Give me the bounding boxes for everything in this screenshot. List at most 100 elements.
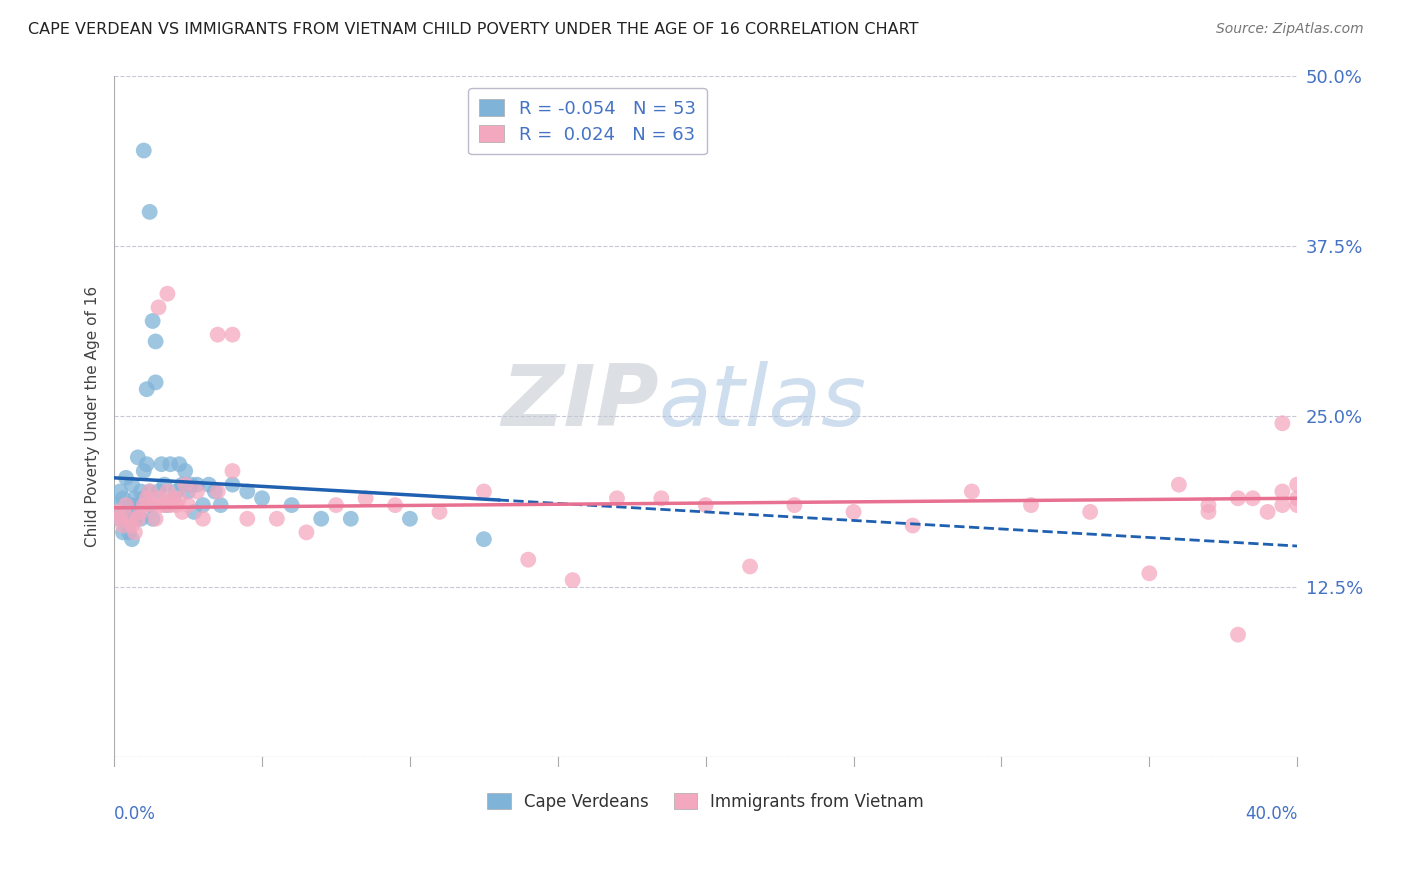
Point [153,498,176,512]
Point [236,512,259,526]
Point [118,525,141,540]
Point [295,525,318,540]
Point [1286,477,1309,491]
Point [129,512,152,526]
Point [112,525,135,540]
Point [105,498,128,512]
Point [142,314,165,328]
Point [517,552,540,566]
Text: 40.0%: 40.0% [1244,805,1298,823]
Y-axis label: Child Poverty Under the Age of 16: Child Poverty Under the Age of 16 [86,286,100,547]
Point [145,512,167,526]
Point [186,484,208,499]
Point [309,512,332,526]
Point [472,484,495,499]
Point [156,286,179,301]
Point [150,457,173,471]
Point [167,457,190,471]
Point [429,505,451,519]
Point [207,484,229,499]
Point [132,144,155,158]
Point [783,498,806,512]
Text: Source: ZipAtlas.com: Source: ZipAtlas.com [1216,22,1364,37]
Point [115,471,138,485]
Point [606,491,628,506]
Point [1197,505,1219,519]
Text: ZIP: ZIP [501,361,658,444]
Point [209,498,232,512]
Point [1286,498,1309,512]
Point [339,512,361,526]
Point [384,498,406,512]
Point [177,484,200,499]
Point [1227,628,1250,642]
Point [121,532,143,546]
Point [695,498,717,512]
Point [118,512,141,526]
Point [150,498,173,512]
Point [124,512,146,526]
Point [138,205,160,219]
Point [472,532,495,546]
Point [1271,417,1294,431]
Point [1286,491,1309,506]
Point [325,498,347,512]
Point [901,518,924,533]
Point [198,477,221,491]
Point [221,464,243,478]
Point [162,491,184,506]
Point [960,484,983,499]
Point [191,498,214,512]
Point [159,457,181,471]
Point [1271,498,1294,512]
Point [112,491,135,506]
Point [399,512,422,526]
Point [108,512,131,526]
Point [1271,484,1294,499]
Legend: Cape Verdeans, Immigrants from Vietnam: Cape Verdeans, Immigrants from Vietnam [481,786,931,817]
Point [186,477,208,491]
Point [842,505,865,519]
Point [132,491,155,506]
Point [129,505,152,519]
Point [148,301,170,315]
Point [207,327,229,342]
Point [121,518,143,533]
Point [138,484,160,499]
Point [108,484,131,499]
Point [105,505,128,519]
Point [191,512,214,526]
Point [112,518,135,533]
Point [354,491,377,506]
Point [221,327,243,342]
Point [174,464,197,478]
Point [1257,505,1279,519]
Point [132,498,155,512]
Point [177,498,200,512]
Point [172,477,194,491]
Point [204,484,226,499]
Point [142,512,165,526]
Point [1137,566,1160,581]
Point [118,512,141,526]
Point [127,450,149,465]
Point [1167,477,1189,491]
Point [1241,491,1264,506]
Point [135,491,157,506]
Point [1019,498,1042,512]
Point [124,491,146,506]
Point [650,491,672,506]
Point [266,512,288,526]
Point [165,484,187,499]
Point [148,484,170,499]
Point [172,505,194,519]
Point [145,334,167,349]
Point [115,498,138,512]
Point [127,512,149,526]
Point [174,477,197,491]
Point [118,498,141,512]
Point [142,498,165,512]
Point [138,484,160,499]
Point [121,498,143,512]
Point [135,457,157,471]
